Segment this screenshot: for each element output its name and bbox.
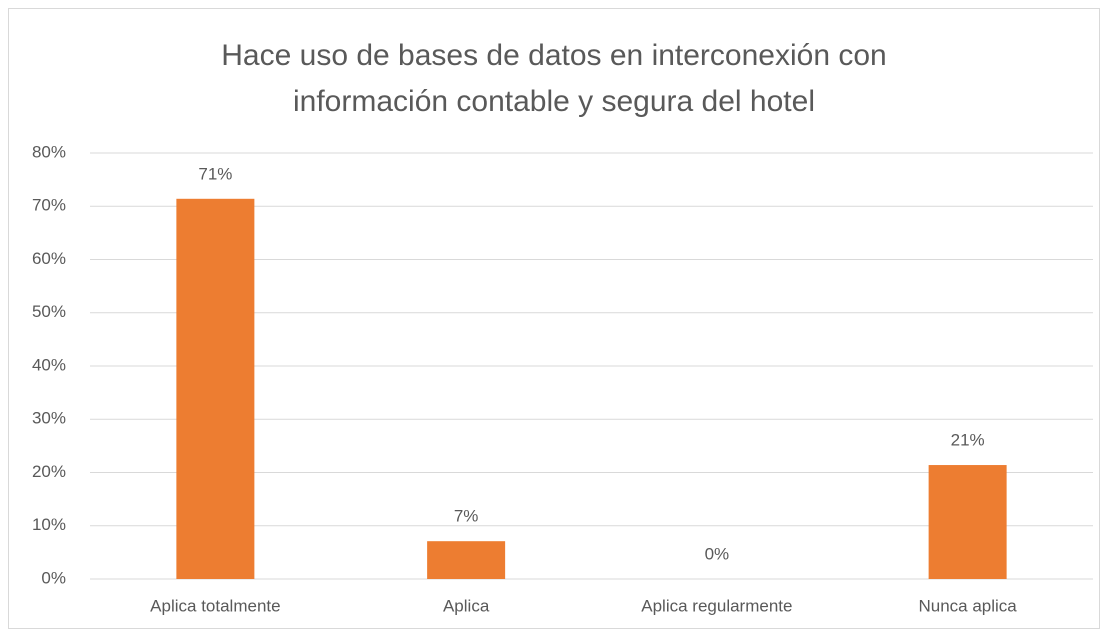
chart-title: Hace uso de bases de datos en interconex…	[221, 39, 886, 72]
y-tick-label: 10%	[32, 515, 66, 534]
y-tick-label: 30%	[32, 409, 66, 428]
y-tick-label: 0%	[41, 568, 66, 587]
y-tick-label: 20%	[32, 462, 66, 481]
bar	[427, 541, 506, 579]
x-tick-label: Aplica	[443, 596, 490, 615]
y-tick-label: 80%	[32, 142, 66, 161]
y-tick-label: 70%	[32, 196, 66, 215]
data-label: 7%	[454, 507, 479, 526]
bar	[176, 198, 255, 580]
data-label: 21%	[951, 431, 985, 450]
bar	[928, 465, 1007, 579]
data-label: 0%	[705, 544, 730, 563]
y-tick-label: 40%	[32, 355, 66, 374]
y-tick-label: 50%	[32, 302, 66, 321]
x-tick-label: Aplica totalmente	[150, 596, 280, 615]
x-tick-label: Nunca aplica	[918, 596, 1017, 615]
y-tick-label: 60%	[32, 249, 66, 268]
data-label: 71%	[198, 164, 232, 183]
x-tick-label: Aplica regularmente	[641, 596, 792, 615]
chart-title: información contable y segura del hotel	[293, 85, 815, 118]
